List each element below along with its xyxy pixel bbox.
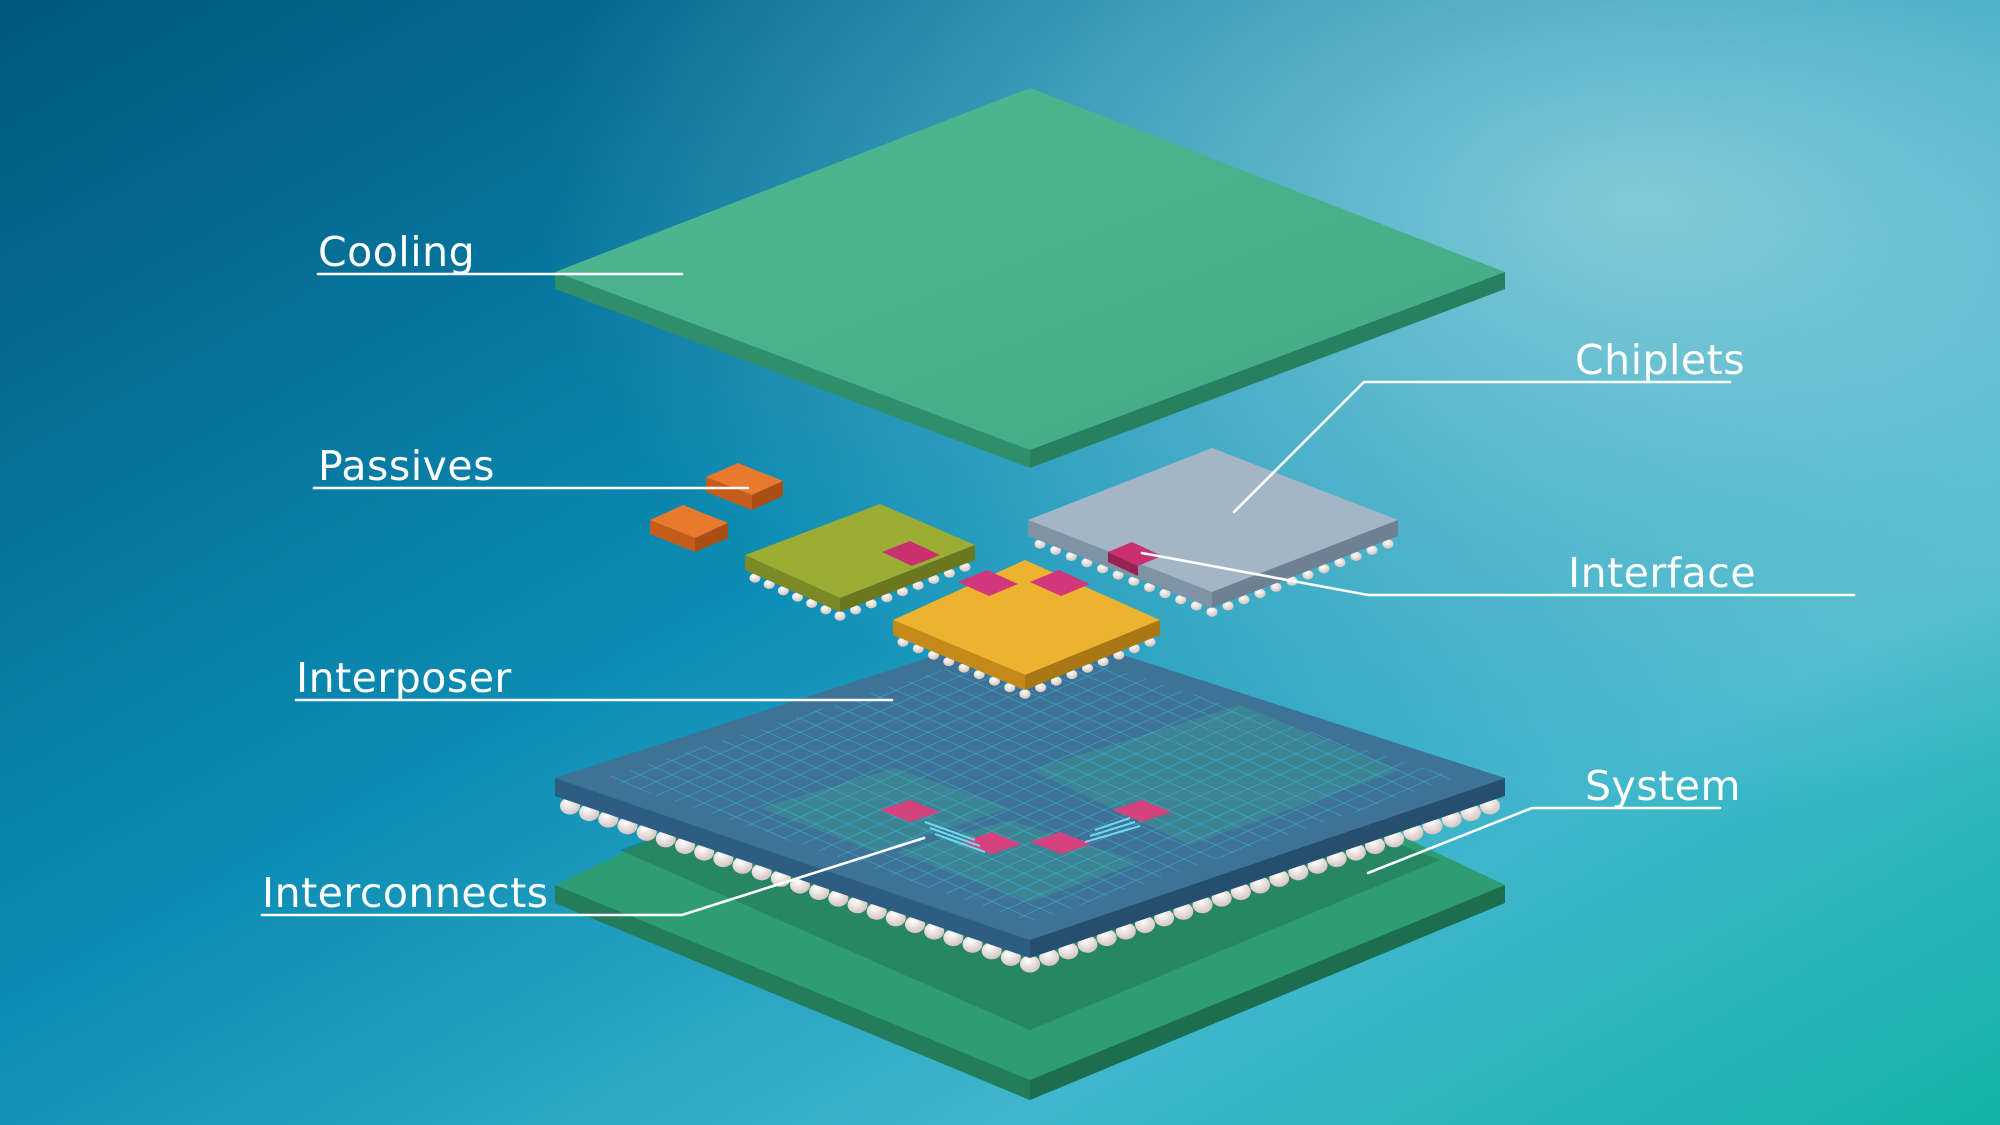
solder-bump <box>1050 676 1062 686</box>
solder-bump <box>1302 570 1314 580</box>
solder-bump <box>1318 564 1330 574</box>
solder-bump <box>763 579 775 590</box>
chiplets-leader <box>1232 380 1732 514</box>
solder-bump <box>1004 682 1016 693</box>
solder-bump <box>912 580 924 591</box>
solder-bump <box>1334 557 1346 568</box>
solder-bump <box>1143 582 1155 592</box>
solder-bump <box>820 604 832 615</box>
solder-bump <box>777 585 789 596</box>
solder-bump <box>1190 601 1202 611</box>
interface-leader <box>1140 551 1856 597</box>
passives <box>650 463 783 552</box>
solder-bump <box>865 599 877 609</box>
solder-bump <box>1254 588 1266 599</box>
solder-bump <box>989 676 1000 686</box>
solder-bump <box>1206 607 1218 617</box>
solder-bump <box>1128 576 1140 586</box>
solder-bump <box>1382 539 1394 549</box>
solder-bump <box>1020 955 1040 973</box>
solder-bump <box>834 611 846 621</box>
solder-bump <box>806 598 818 609</box>
solder-bump <box>1081 557 1093 568</box>
solder-bump <box>850 605 862 615</box>
solder-bump <box>1238 594 1250 605</box>
solder-bump <box>749 573 761 583</box>
system-leader <box>1366 806 1722 875</box>
chiplet-olive <box>745 504 975 621</box>
solder-bump <box>1035 682 1047 693</box>
solder-bump <box>1366 545 1378 555</box>
chiplet-gold <box>893 560 1160 699</box>
solder-bump <box>1019 689 1031 699</box>
gray-chiplet-solder-bumps <box>1034 539 1394 617</box>
solder-bump <box>1175 594 1187 605</box>
solder-bump <box>1112 570 1124 580</box>
solder-bump <box>1097 564 1109 574</box>
cooling-plate <box>555 88 1505 468</box>
interposer <box>555 625 1505 973</box>
solder-bump <box>1270 582 1282 592</box>
solder-bump <box>1066 669 1078 680</box>
solder-bump <box>973 669 985 680</box>
interconnects-leader <box>260 836 926 917</box>
solder-bump <box>897 586 908 597</box>
solder-bump <box>1222 601 1234 611</box>
solder-bump <box>881 592 893 603</box>
leader-lines <box>260 272 1856 917</box>
solder-bump <box>1350 551 1362 562</box>
chiplet-gray <box>1028 448 1398 617</box>
solder-bump <box>1065 551 1077 562</box>
solder-bump <box>792 592 803 602</box>
solder-bump <box>1159 588 1171 599</box>
solder-bump <box>1082 663 1093 673</box>
